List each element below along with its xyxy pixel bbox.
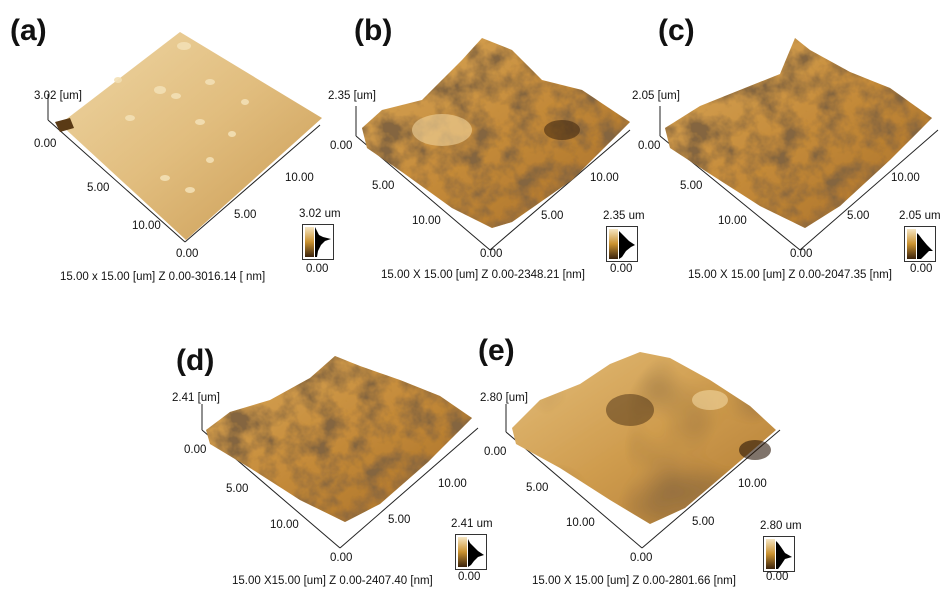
afm-surface-e xyxy=(505,352,781,549)
z-axis-label-d: 2.41 [um] xyxy=(172,392,220,404)
origin-label-c: 0.00 xyxy=(638,140,661,152)
left-tick-e-1: 5.00 xyxy=(526,482,549,494)
origin-label-b: 0.00 xyxy=(330,140,353,152)
right-tick-e-1: 5.00 xyxy=(692,516,715,528)
scale-max-a: 3.02 um xyxy=(299,208,341,220)
origin-label-a: 0.00 xyxy=(34,138,57,150)
front-label-d: 0.00 xyxy=(330,552,353,564)
left-tick-b-1: 5.00 xyxy=(372,180,395,192)
caption-e: 15.00 X 15.00 [um] Z 0.00-2801.66 [nm] xyxy=(532,575,736,587)
right-tick-c-2: 10.00 xyxy=(891,172,920,184)
z-axis-label-e: 2.80 [um] xyxy=(480,392,528,404)
right-tick-a-2: 10.00 xyxy=(285,172,314,184)
left-tick-d-2: 10.00 xyxy=(270,519,299,531)
caption-c: 15.00 X 15.00 [um] Z 0.00-2047.35 [nm] xyxy=(688,269,892,281)
afm-panel-d: (d) 2.41 [um] 0.00 5.00 10.00 0.00 5.00 … xyxy=(160,300,493,590)
panel-label-d: (d) xyxy=(176,344,215,377)
front-label-c: 0.00 xyxy=(790,248,813,260)
caption-b: 15.00 X 15.00 [um] Z 0.00-2348.21 [nm] xyxy=(381,269,585,281)
afm-surface-b xyxy=(355,38,631,251)
left-tick-b-2: 10.00 xyxy=(412,215,441,227)
left-tick-c-2: 10.00 xyxy=(718,215,747,227)
afm-panel-e: (e) 2.80 [um] 0.00 5.00 10.00 0.00 5.00 … xyxy=(470,300,802,590)
z-axis-label-c: 2.05 [um] xyxy=(632,90,680,102)
afm-panel-a: (a) 3.02 [um] 0.00 5.00 10.00 0.00 5.00 … xyxy=(0,10,341,300)
origin-label-d: 0.00 xyxy=(184,444,207,456)
left-tick-a-1: 5.00 xyxy=(87,182,110,194)
scale-min-a: 0.00 xyxy=(306,263,329,275)
panel-label-c: (c) xyxy=(658,14,695,47)
panel-label-b: (b) xyxy=(354,14,393,47)
height-scalebar-e xyxy=(763,536,795,572)
caption-a: 15.00 x 15.00 [um] Z 0.00-3016.14 [ nm] xyxy=(60,271,266,283)
scale-max-b: 2.35 um xyxy=(603,210,645,222)
right-tick-e-2: 10.00 xyxy=(738,478,767,490)
afm-panel-b: (b) 2.35 [um] 0.00 5.00 10.00 0.00 5.00 … xyxy=(312,10,645,300)
right-tick-b-1: 5.00 xyxy=(541,210,564,222)
scale-min-e: 0.00 xyxy=(766,571,789,583)
left-tick-c-1: 5.00 xyxy=(680,180,703,192)
caption-d: 15.00 X15.00 [um] Z 0.00-2407.40 [nm] xyxy=(232,575,433,587)
right-tick-b-2: 10.00 xyxy=(590,172,619,184)
front-label-b: 0.00 xyxy=(480,248,503,260)
left-tick-a-2: 10.00 xyxy=(132,220,161,232)
right-tick-c-1: 5.00 xyxy=(847,210,870,222)
right-tick-a-1: 5.00 xyxy=(234,209,257,221)
panel-label-a: (a) xyxy=(10,14,47,47)
scale-max-c: 2.05 um xyxy=(899,210,941,222)
z-axis-label-a: 3.02 [um] xyxy=(34,90,82,102)
z-axis-label-b: 2.35 [um] xyxy=(328,90,376,102)
afm-surface-c xyxy=(659,38,939,251)
height-scalebar-d xyxy=(455,534,487,570)
left-tick-e-2: 10.00 xyxy=(566,517,595,529)
front-label-e: 0.00 xyxy=(630,552,653,564)
height-scalebar-a xyxy=(302,224,334,260)
left-tick-d-1: 5.00 xyxy=(226,483,249,495)
afm-surface-a xyxy=(47,32,322,243)
scale-min-c: 0.00 xyxy=(910,263,933,275)
scale-max-d: 2.41 um xyxy=(451,518,493,530)
scale-min-d: 0.00 xyxy=(458,571,481,583)
scale-min-b: 0.00 xyxy=(610,263,633,275)
afm-surface-d xyxy=(201,356,479,549)
right-tick-d-2: 10.00 xyxy=(438,478,467,490)
height-scalebar-c xyxy=(904,226,936,262)
scale-max-e: 2.80 um xyxy=(760,520,802,532)
right-tick-d-1: 5.00 xyxy=(388,514,411,526)
height-scalebar-b xyxy=(606,226,638,262)
panel-label-e: (e) xyxy=(478,334,515,367)
front-label-a: 0.00 xyxy=(176,248,199,260)
afm-panel-c: (c) 2.05 [um] 0.00 5.00 10.00 0.00 5.00 … xyxy=(620,10,941,300)
origin-label-e: 0.00 xyxy=(484,446,507,458)
